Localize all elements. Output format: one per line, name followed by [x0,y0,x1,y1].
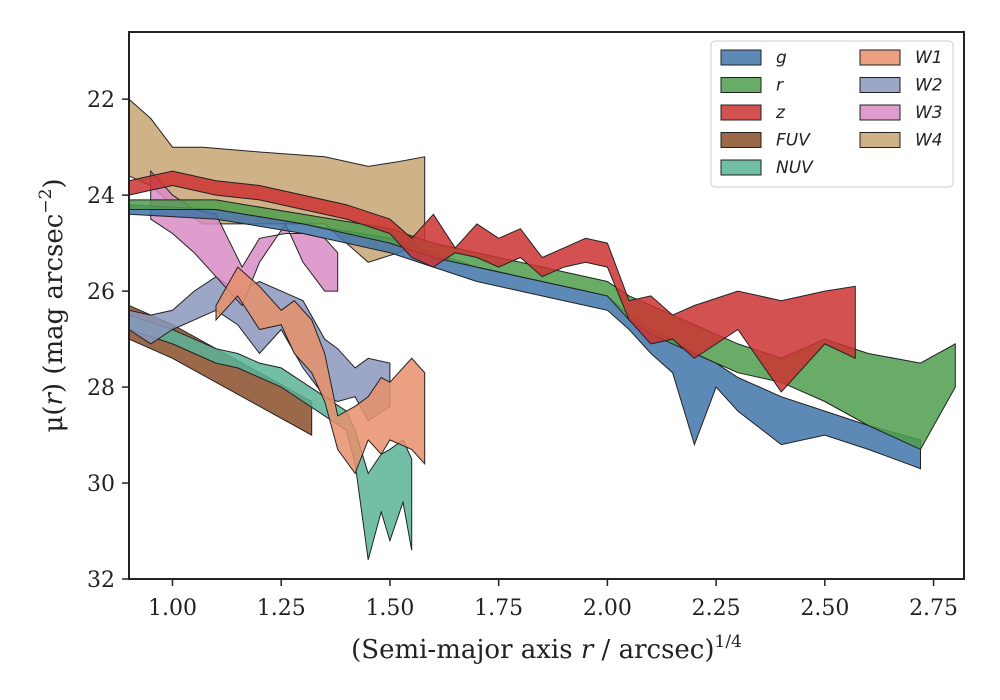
bands-layer [129,98,956,560]
y-tick-label: 32 [87,568,115,593]
x-tick-label: 2.75 [909,596,958,621]
legend-swatch-w1 [859,49,901,66]
legend-swatch-w3 [859,104,901,121]
legend-swatch-g [720,49,762,66]
legend-label-r: r [776,76,784,96]
x-tick-label: 1.50 [365,596,414,621]
y-tick-label: 28 [87,376,115,401]
band-w1 [215,266,426,475]
legend-swatch-nuv [720,159,762,176]
x-axis-label-mid: / arcsec) [593,635,714,665]
plot-frame [128,31,965,580]
y-tick-label: 26 [87,280,115,305]
legend: grz FUV NUV W1 W2 W3 W4 [710,40,954,188]
y-axis-label-prefix: μ( [39,406,69,433]
legend-label-w4: W4 [915,131,943,151]
y-axis-label: μ(r) (mag arcsec−2) [36,178,69,432]
x-tick-label: 1.00 [148,596,197,621]
legend-swatch-w4 [859,132,901,148]
x-axis-label-prefix: (Semi-major axis [351,635,581,665]
legend-swatch-r [720,77,762,93]
legend-label-z: z [775,103,786,123]
legend-label-g: g [776,48,787,68]
legend-swatch-fuv [720,132,762,148]
legend-label-fuv: FUV [776,131,811,151]
x-tick-label: 1.75 [474,596,523,621]
x-tick-label: 2.25 [692,596,741,621]
x-axis-label-var: r [581,635,595,665]
legend-swatch-z [720,104,762,121]
y-axis-label-sup: −2 [36,189,56,214]
legend-label-w3: W3 [915,103,943,123]
x-tick-label: 2.50 [800,596,849,621]
x-axis-label: (Semi-major axis r / arcsec)1/4 [351,632,742,665]
x-tick-label: 1.25 [257,596,306,621]
y-tick-label: 30 [87,472,115,497]
x-axis-label-sup: 1/4 [715,632,742,652]
x-tick-label: 2.00 [583,596,632,621]
legend-swatch-w2 [859,77,901,93]
legend-label-w1: W1 [915,48,943,68]
ticks-layer: 1.00 1.25 1.50 1.75 2.00 2.25 2.50 2.75 22 24 26 28… [87,88,958,621]
y-tick-label: 24 [87,184,115,209]
legend-label-w2: W2 [915,76,943,96]
y-axis-label-suffix: ) [39,178,69,188]
legend-label-nuv: NUV [776,158,814,178]
band-z [129,170,856,393]
y-axis-label-var: r [39,392,69,406]
y-tick-label: 22 [87,88,115,113]
y-axis-label-mid: ) (mag arcsec [39,214,69,393]
